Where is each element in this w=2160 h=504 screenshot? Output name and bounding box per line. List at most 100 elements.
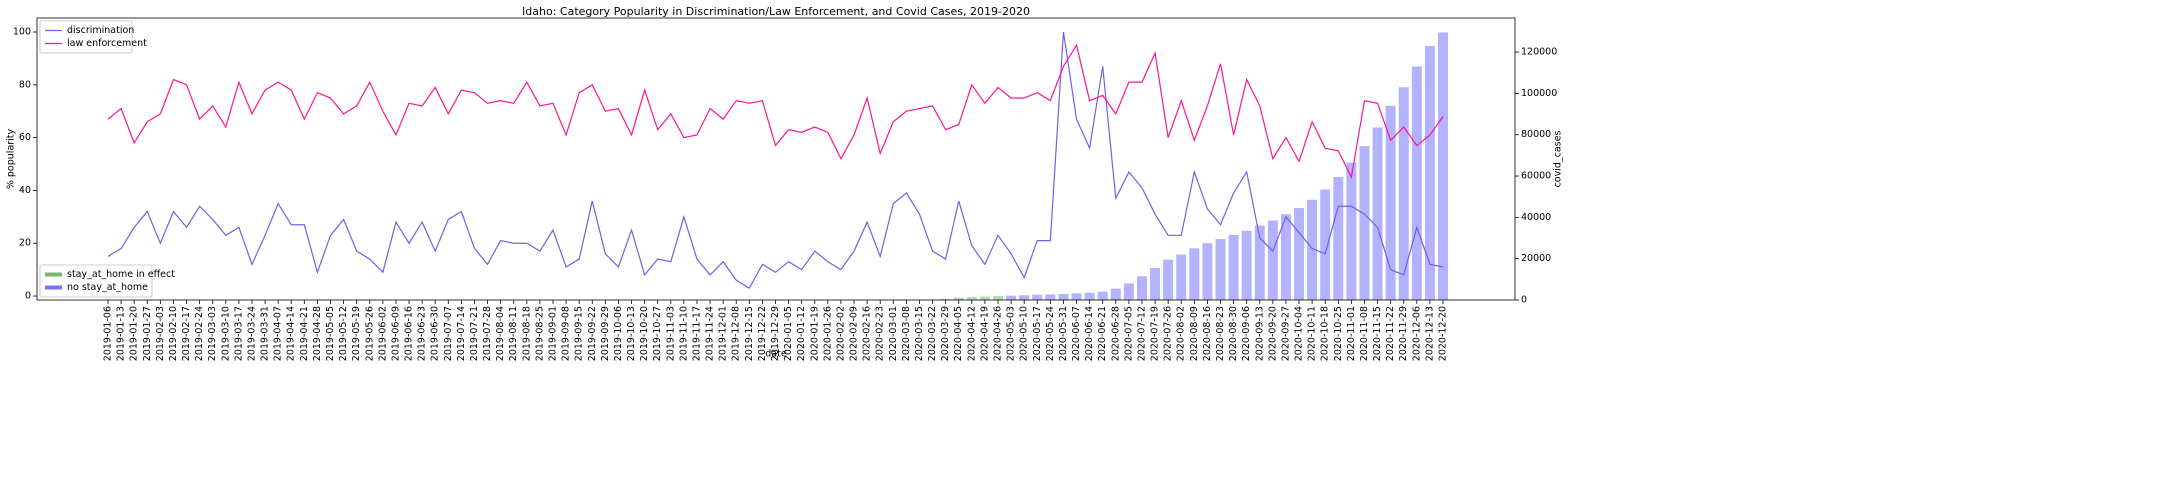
x-tick-label: 2019-05-19 [351,306,362,361]
x-tick-label: 2019-08-18 [521,306,532,361]
x-tick-label: 2020-04-12 [966,306,977,361]
x-tick-label: 2020-05-24 [1045,306,1056,361]
x-tick-label: 2020-01-12 [796,306,807,361]
x-tick-label: 2020-06-21 [1097,306,1108,361]
y2-tick-label: 0 [1521,295,1527,306]
bar [1045,294,1056,300]
x-tick-label: 2020-01-26 [822,306,833,361]
x-tick-label: 2019-06-09 [390,306,401,361]
x-tick-label: 2019-12-22 [757,306,768,361]
x-tick-label: 2020-11-22 [1385,306,1396,361]
x-tick-label: 2019-11-10 [678,306,689,361]
y2-axis-label: covid_cases [1553,131,1564,188]
chart-title: Idaho: Category Popularity in Discrimina… [522,5,1030,18]
y2-tick-label: 20000 [1521,253,1551,264]
x-tick-label: 2019-08-25 [534,306,545,361]
x-tick-label: 2020-02-16 [862,306,873,361]
bar [1215,239,1226,300]
bar [953,297,964,300]
y-tick-label: 100 [13,26,31,37]
x-tick-label: 2019-02-03 [155,306,166,361]
x-tick-label: 2020-12-13 [1424,306,1435,361]
x-tick-label: 2019-06-30 [430,306,441,361]
x-tick-label: 2019-12-01 [718,306,729,361]
x-tick-label: 2020-08-16 [1202,306,1213,361]
bar [993,296,1003,300]
y2-tick-label: 100000 [1521,88,1557,99]
bar [940,298,951,300]
line [107,43,1444,180]
x-tick-label: 2020-09-27 [1280,306,1291,361]
bar [1280,214,1291,300]
x-tick-label: 2020-11-15 [1372,306,1383,361]
x-tick-label: 2020-06-07 [1071,306,1082,361]
bar [1228,234,1239,300]
x-tick-label: 2019-12-08 [731,306,742,361]
bar [1084,292,1095,300]
x-tick-label: 2019-01-27 [142,306,153,361]
x-tick-label: 2020-11-08 [1359,306,1370,361]
x-tick-label: 2019-11-24 [705,306,716,361]
x-tick-label: 2019-04-28 [312,306,323,361]
x-tick-label: 2020-05-03 [1006,306,1017,361]
bar [1438,32,1448,300]
bar [1136,276,1147,300]
x-tick-label: 2020-07-26 [1163,306,1174,361]
x-tick-label: 2020-09-13 [1254,306,1265,361]
bar [1006,295,1017,300]
x-axis-label: date [765,349,787,360]
x-tick-label: 2019-06-16 [404,306,415,361]
bar [1320,189,1331,300]
legend-box [39,20,133,54]
plot-frame [36,17,1516,301]
bar [1385,105,1396,300]
x-tick-label: 2019-11-17 [691,306,702,361]
bar [1176,254,1187,300]
x-tick-label: 2020-10-25 [1333,306,1344,361]
x-tick-label: 2019-01-13 [116,306,127,361]
x-tick-label: 2020-02-09 [849,306,860,361]
bar [1032,294,1043,300]
x-tick-label: 2019-01-20 [129,306,140,361]
bar [1372,127,1383,300]
x-tick-label: 2019-01-06 [103,306,114,361]
x-tick-label: 2020-03-29 [940,306,951,361]
x-tick-label: 2020-06-14 [1084,306,1095,361]
bar [1398,87,1409,300]
x-tick-label: 2020-04-26 [993,306,1004,361]
x-tick-label: 2019-04-21 [299,306,310,361]
bar [1097,291,1108,300]
x-tick-label: 2020-03-01 [888,306,899,361]
x-tick-label: 2020-01-05 [783,306,794,361]
bar [1110,288,1121,300]
x-tick-label: 2020-09-20 [1267,306,1278,361]
y-tick-label: 40 [19,185,31,196]
x-tick-label: 2019-07-28 [482,306,493,361]
x-tick-label: 2019-03-17 [233,306,244,361]
x-tick-label: 2020-11-01 [1346,306,1357,361]
x-tick-label: 2019-04-07 [273,306,284,361]
x-tick-label: 2020-09-06 [1241,306,1252,361]
x-tick-label: 2019-05-05 [325,306,336,361]
y2-tick-label: 80000 [1521,129,1551,140]
x-tick-label: 2019-09-22 [587,306,598,361]
x-tick-label: 2020-03-22 [927,306,938,361]
x-tick-label: 2019-07-07 [443,306,454,361]
x-tick-label: 2019-02-24 [194,306,205,361]
x-tick-label: 2020-11-29 [1398,306,1409,361]
x-tick-label: 2019-11-03 [665,306,676,361]
y2-tick-label: 40000 [1521,212,1551,223]
bar [966,297,977,300]
bar [1058,294,1069,300]
legend-label: no stay_at_home [67,282,148,293]
x-tick-label: 2019-07-14 [456,306,467,361]
x-tick-label: 2019-03-10 [220,306,231,361]
x-tick-label: 2020-08-09 [1189,306,1200,361]
x-tick-label: 2019-10-20 [639,306,650,361]
x-tick-label: 2020-04-05 [953,306,964,361]
legend-box [39,264,153,298]
bar [1150,267,1161,300]
y2-tick-label: 60000 [1521,171,1551,182]
x-tick-label: 2019-03-03 [207,306,218,361]
